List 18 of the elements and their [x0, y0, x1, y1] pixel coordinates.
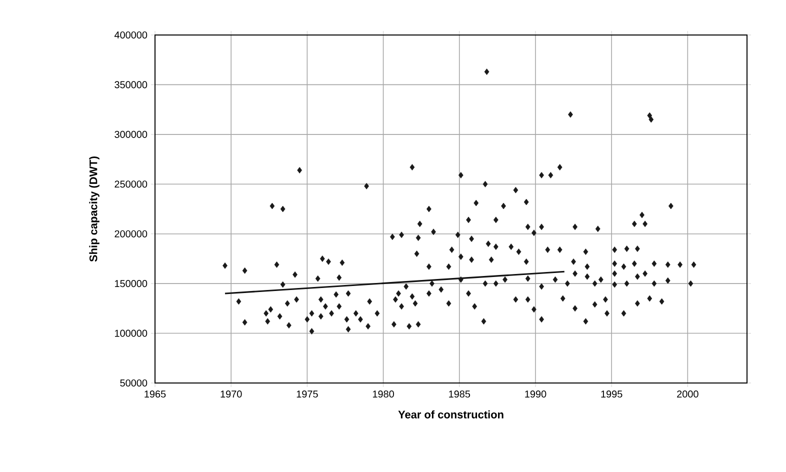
x-tick-label: 1980 [372, 390, 394, 398]
y-axis-title: Ship capacity (DWT) [89, 156, 100, 262]
x-tick-label: 1965 [144, 390, 166, 398]
y-tick-label: 300000 [114, 130, 148, 138]
x-tick-label: 2000 [677, 390, 698, 398]
x-tick-label: 1985 [449, 390, 470, 398]
y-tick-label: 50000 [120, 379, 148, 387]
x-tick-label: 1990 [525, 390, 546, 398]
y-tick-label: 250000 [114, 180, 148, 188]
y-tick-label: 350000 [114, 81, 148, 88]
x-axis-title: Year of construction [398, 410, 504, 418]
x-tick-label: 1970 [220, 390, 242, 398]
y-tick-label: 100000 [115, 330, 148, 337]
y-tick-label: 400000 [114, 31, 148, 39]
y-tick-label: 200000 [114, 230, 148, 238]
x-tick-label: 1975 [296, 390, 318, 398]
x-tick-label: 1995 [601, 390, 622, 398]
y-tick-label: 150000 [115, 280, 148, 288]
